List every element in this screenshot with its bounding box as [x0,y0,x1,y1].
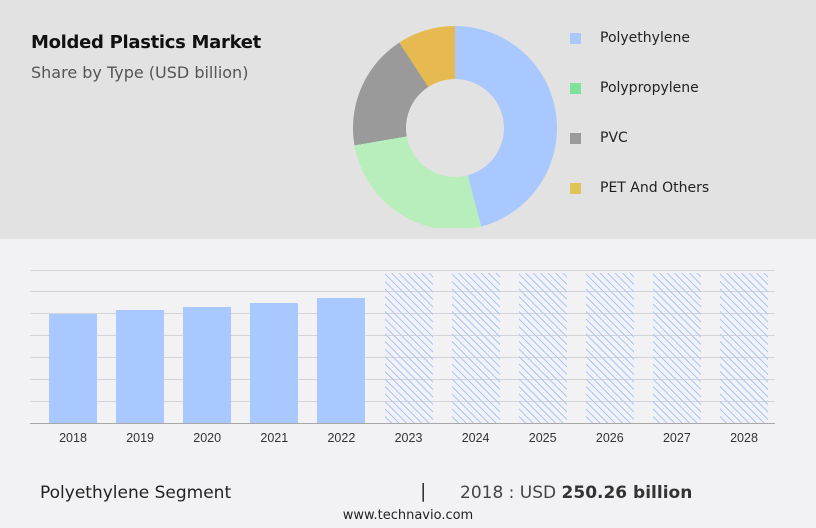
legend-label: Polypropylene [600,80,699,96]
x-tick-label: 2023 [394,431,423,445]
x-tick-label: 2025 [528,431,557,445]
forecast-bar-2026[interactable] [585,273,634,423]
bar-2020[interactable] [183,307,232,423]
x-axis-line [30,423,775,424]
forecast-bar-2027[interactable] [652,273,701,423]
x-tick-label: 2028 [730,431,758,445]
bar-2021[interactable] [250,302,299,423]
legend-swatch [570,32,581,44]
bar-2022[interactable] [317,298,366,423]
legend-label: Polyethylene [600,30,690,46]
donut-chart [0,0,816,228]
segment-value: 2018 : USD 250.26 billion [460,483,692,503]
legend: Polyethylene Polypropylene PVC PET And O… [570,13,709,213]
gridline [30,270,775,271]
legend-swatch [570,182,581,194]
legend-label: PVC [600,130,628,146]
x-tick-label: 2019 [126,431,154,445]
chart-title: Molded Plastics Market [31,32,261,53]
legend-swatch [570,132,581,144]
bar-chart: 2018 2019 2020 2021 2022 2023 2024 2025 2026 2027… [30,270,775,445]
segment-value-amount: 250.26 billion [561,483,693,503]
legend-item-polypropylene[interactable]: Polypropylene [570,63,709,113]
donut-hole [406,79,504,177]
header-panel: Molded Plastics Market Share by Type (US… [0,0,816,239]
bar-2018[interactable] [49,313,97,423]
x-tick-label: 2021 [260,431,289,445]
bar-2019[interactable] [116,309,165,423]
legend-swatch [570,82,581,94]
forecast-bar-2024[interactable] [451,273,500,423]
x-tick-label: 2018 [59,431,87,445]
site-url: www.technavio.com [342,508,474,523]
legend-item-polyethylene[interactable]: Polyethylene [570,13,709,63]
x-tick-label: 2022 [327,431,356,445]
x-tick-label: 2020 [193,431,222,445]
legend-item-pvc[interactable]: PVC [570,113,709,163]
forecast-bar-2025[interactable] [518,273,567,423]
chart-subtitle: Share by Type (USD billion) [31,63,249,82]
segment-label: Polyethylene Segment [40,483,232,503]
segment-year-prefix: 2018 : USD [460,483,562,503]
footer-separator: | [420,480,427,502]
x-tick-label: 2024 [461,431,490,445]
forecast-bar-2028[interactable] [720,273,768,423]
legend-item-pet-and-others[interactable]: PET And Others [570,163,709,213]
x-tick-label: 2026 [595,431,624,445]
x-tick-label: 2027 [662,431,691,445]
legend-label: PET And Others [600,180,710,196]
forecast-bar-2023[interactable] [384,273,433,423]
